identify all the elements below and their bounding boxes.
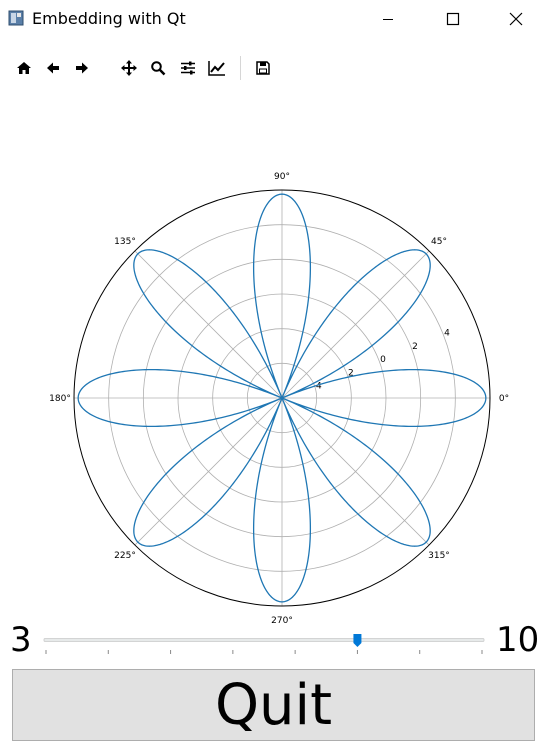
angle-tick-label: 90°: [274, 172, 290, 182]
configure-subplots-icon: [181, 61, 195, 75]
quit-button[interactable]: Quit: [12, 669, 535, 741]
polar-frame: [73, 189, 491, 607]
home-icon: [17, 62, 31, 74]
slider-ticks: [45, 650, 483, 654]
minimize-button[interactable]: [365, 0, 411, 38]
close-button[interactable]: [493, 0, 539, 38]
rose-curve: [77, 193, 487, 603]
close-icon: [509, 12, 523, 26]
grid-spoke: [281, 397, 430, 546]
angle-tick-label: 315°: [428, 551, 450, 561]
zoom-button[interactable]: [146, 56, 170, 80]
navigation-toolbar: [0, 52, 547, 84]
maximize-button[interactable]: [430, 0, 476, 38]
save-button[interactable]: [251, 56, 275, 80]
slider-max-label: 10: [496, 620, 540, 660]
radial-tick-label: 2: [412, 342, 418, 352]
save-icon: [256, 61, 270, 75]
pan-icon: [121, 60, 137, 76]
angle-tick-label: 270°: [271, 616, 293, 626]
app-icon: [8, 10, 24, 26]
angle-tick-labels: 0° 45° 90° 135° 180° 225° 270° 315°: [49, 172, 509, 626]
configure-subplots-button[interactable]: [176, 56, 200, 80]
radial-tick-labels: 4 2 0 2 4: [316, 329, 450, 392]
slider-min-label: 3: [10, 620, 32, 660]
pan-button[interactable]: [117, 56, 141, 80]
slider-track: [43, 638, 485, 642]
angle-tick-label: 225°: [114, 551, 136, 561]
slider-handle[interactable]: [353, 634, 362, 647]
radial-tick-label: 4: [316, 382, 322, 392]
petal-slider[interactable]: [42, 634, 486, 664]
polar-plot: 4 2 0 2 4 0° 45° 90° 135° 180° 225° 270° 315°: [49, 172, 509, 626]
back-button[interactable]: [41, 56, 65, 80]
radial-tick-label: 2: [348, 368, 354, 378]
radial-tick-label: 0: [380, 355, 386, 365]
edit-axis-button[interactable]: [205, 56, 229, 80]
title-bar: Embedding with Qt: [0, 0, 547, 38]
toolbar-separator: [240, 56, 241, 80]
angle-tick-label: 0°: [499, 394, 509, 404]
angle-tick-label: 45°: [431, 237, 447, 247]
grid-spoke: [134, 397, 283, 546]
window-title: Embedding with Qt: [32, 9, 186, 28]
back-icon: [47, 62, 59, 74]
grid-spoke: [134, 250, 283, 399]
minimize-icon: [383, 19, 393, 20]
angle-tick-label: 135°: [114, 237, 136, 247]
polar-grid: [74, 190, 490, 606]
home-button[interactable]: [12, 56, 36, 80]
zoom-icon: [151, 61, 166, 76]
maximize-icon: [446, 12, 460, 26]
edit-axis-icon: [208, 61, 225, 76]
angle-tick-label: 180°: [49, 394, 71, 404]
radial-tick-label: 4: [444, 329, 450, 339]
forward-button[interactable]: [70, 56, 94, 80]
forward-icon: [76, 62, 88, 74]
grid-spoke: [281, 250, 430, 399]
